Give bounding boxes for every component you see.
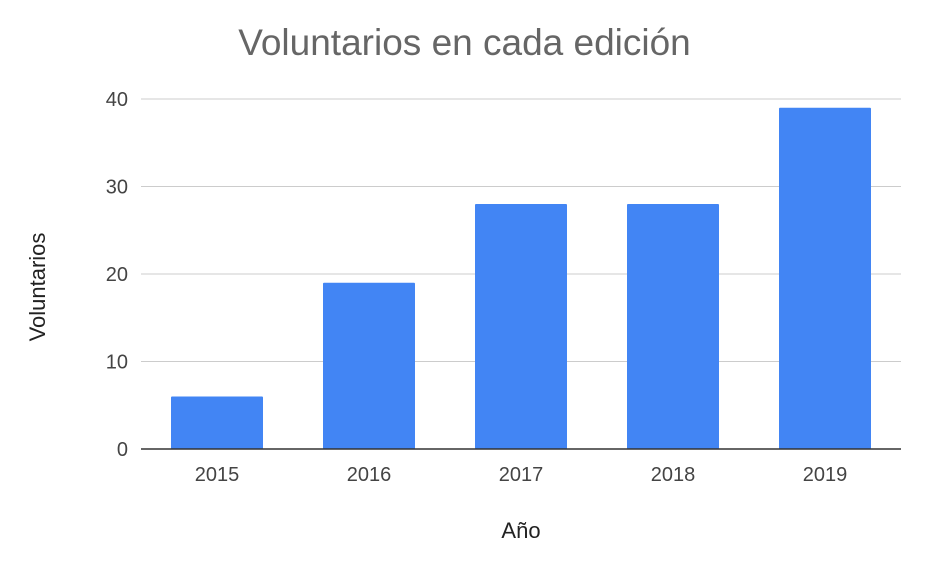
bar — [627, 204, 719, 449]
y-tick-label: 40 — [106, 89, 128, 111]
y-tick-label: 0 — [117, 439, 128, 461]
x-axis-label: Año — [501, 518, 541, 543]
x-tick-label: 2019 — [803, 464, 848, 486]
y-tick-label: 10 — [106, 352, 128, 374]
bar — [171, 396, 263, 449]
chart-title: Voluntarios en cada edición — [238, 22, 691, 63]
bar — [475, 204, 567, 449]
x-tick-label: 2017 — [499, 464, 544, 486]
y-tick-label: 20 — [106, 264, 128, 286]
x-tick-label: 2018 — [651, 464, 696, 486]
bar — [323, 282, 415, 449]
x-tick-label: 2015 — [195, 464, 240, 486]
y-tick-label: 30 — [106, 177, 128, 199]
bar — [779, 107, 871, 449]
x-tick-label: 2016 — [347, 464, 392, 486]
